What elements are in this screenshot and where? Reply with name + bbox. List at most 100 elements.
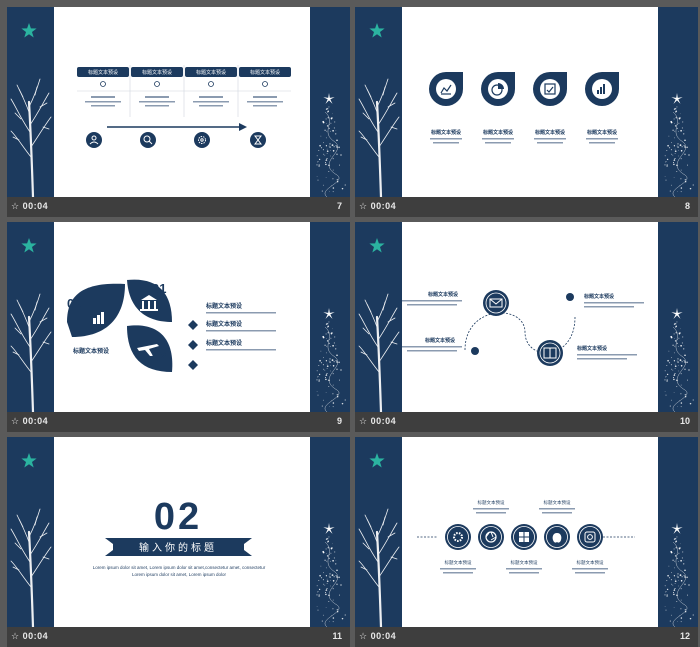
winter-tree-illustration	[10, 78, 52, 197]
timeline-label: 标题文本预设	[250, 69, 280, 76]
section-number: 02	[154, 496, 202, 538]
teal-star-logo	[369, 23, 385, 38]
item-heading: 标题文本预设	[424, 337, 456, 344]
slide-decoration	[358, 238, 694, 412]
diagram-caption: 标题文本预设	[72, 347, 109, 355]
slide-thumbnail-9[interactable]: 03 01 02 标题文本预设 标题文本预设 标题文本预设 标题文本预设	[7, 222, 350, 432]
slide-thumbnail-10[interactable]: 标题文本预设 标题文本预设 标题文本预设 标题文本预设 ☆ 00:04 10	[355, 222, 698, 432]
item-label: 标题文本预设	[586, 129, 618, 136]
teal-star-logo	[21, 23, 37, 38]
section-title: 02 输入你的标题	[105, 496, 252, 556]
slide-decoration	[358, 453, 694, 627]
left-side-panel	[7, 7, 54, 197]
section-body-text: Lorem ipsum dolor sit amet, Lorem ipsum …	[92, 565, 266, 577]
timing-indicator: ☆ 00:04	[11, 416, 48, 427]
timing-indicator: ☆ 00:04	[359, 416, 396, 427]
winter-tree-illustration	[358, 293, 400, 412]
item-heading: 标题文本预设	[445, 559, 472, 566]
item-label: 标题文本预设	[430, 129, 462, 136]
sparkle-christmas-tree	[316, 523, 346, 627]
icon-drops-diagram: 标题文本预设 标题文本预设 标题文本预设 标题文本预设	[429, 72, 619, 144]
star-icon: ☆	[359, 631, 368, 641]
slide-thumbnail-7[interactable]: 标题文本预设 标题文本预设 标题文本预设 标题文本预设	[7, 7, 350, 217]
slide-number: 7	[336, 201, 342, 211]
slide-footer: ☆ 00:04 11	[7, 627, 350, 647]
slide-number: 10	[679, 416, 690, 426]
item-label: 标题文本预设	[482, 129, 514, 136]
teal-star-logo	[21, 453, 37, 468]
winter-tree-illustration	[10, 508, 52, 627]
left-side-panel	[355, 222, 402, 412]
timing-indicator: ☆ 00:04	[359, 201, 396, 212]
item-heading: 标题文本预设	[544, 499, 571, 506]
slide-time: 00:04	[22, 416, 49, 426]
slide-decoration	[10, 453, 346, 627]
petal-number: 03	[67, 296, 81, 311]
slide-canvas: 02 输入你的标题 Lorem ipsum dolor sit amet, Lo…	[7, 437, 350, 627]
left-side-panel	[355, 7, 402, 197]
slide-canvas: 标题文本预设 标题文本预设 标题文本预设 标题文本预设	[355, 222, 698, 412]
winter-tree-illustration	[10, 293, 52, 412]
item-heading: 标题文本预设	[205, 339, 242, 347]
star-icon: ☆	[359, 416, 368, 426]
item-heading: 标题文本预设	[205, 302, 242, 310]
slide-time: 00:04	[22, 201, 49, 211]
slide-number: 8	[684, 201, 690, 211]
winter-tree-illustration	[358, 508, 400, 627]
item-heading: 标题文本预设	[583, 293, 615, 300]
left-side-panel	[7, 437, 54, 627]
slide-decoration	[10, 238, 346, 412]
slide-canvas: 标题文本预设 标题文本预设 标题文本预设 标题文本预设 标题文本预设	[355, 437, 698, 627]
slide-footer: ☆ 00:04 8	[355, 197, 698, 217]
slide-canvas: 标题文本预设 标题文本预设 标题文本预设 标题文本预设	[355, 7, 698, 197]
item-heading: 标题文本预设	[511, 559, 538, 566]
icon-row-diagram: 标题文本预设 标题文本预设 标题文本预设 标题文本预设 标题文本预设	[417, 499, 635, 574]
slide-number: 9	[336, 416, 342, 426]
s-curve-diagram: 标题文本预设 标题文本预设 标题文本预设 标题文本预设	[402, 290, 644, 366]
slide-number: 11	[332, 631, 342, 641]
section-heading: 输入你的标题	[139, 541, 217, 554]
timing-indicator: ☆ 00:04	[359, 631, 396, 642]
star-icon: ☆	[11, 201, 20, 211]
petal-number: 02	[152, 349, 166, 364]
star-icon: ☆	[11, 631, 20, 641]
slide-time: 00:04	[22, 631, 49, 641]
star-icon: ☆	[359, 201, 368, 211]
sparkle-christmas-tree	[664, 308, 694, 412]
winter-tree-illustration	[358, 78, 400, 197]
timeline-label: 标题文本预设	[196, 69, 226, 76]
slide-thumbnail-12[interactable]: 标题文本预设 标题文本预设 标题文本预设 标题文本预设 标题文本预设 ☆ 00:…	[355, 437, 698, 647]
timing-indicator: ☆ 00:04	[11, 631, 48, 642]
star-icon: ☆	[11, 416, 20, 426]
slide-thumbnail-11[interactable]: 02 输入你的标题 Lorem ipsum dolor sit amet, Lo…	[7, 437, 350, 647]
item-heading: 标题文本预设	[427, 291, 459, 298]
item-heading: 标题文本预设	[205, 320, 242, 328]
item-heading: 标题文本预设	[577, 559, 604, 566]
timeline-label: 标题文本预设	[88, 69, 118, 76]
slide-number: 12	[679, 631, 690, 641]
sparkle-christmas-tree	[316, 93, 346, 197]
slide-footer: ☆ 00:04 9	[7, 412, 350, 432]
teal-star-logo	[369, 453, 385, 468]
item-label: 标题文本预设	[534, 129, 566, 136]
sparkle-christmas-tree	[316, 308, 346, 412]
item-heading: 标题文本预设	[478, 499, 505, 506]
teal-star-logo	[369, 238, 385, 253]
slide-thumbnail-8[interactable]: 标题文本预设 标题文本预设 标题文本预设 标题文本预设 ☆ 00:04 8	[355, 7, 698, 217]
petal-diagram: 03 01 02 标题文本预设 标题文本预设 标题文本预设 标题文本预设	[67, 279, 276, 372]
left-side-panel	[355, 437, 402, 627]
slide-time: 00:04	[370, 201, 397, 211]
slide-canvas: 03 01 02 标题文本预设 标题文本预设 标题文本预设 标题文本预设	[7, 222, 350, 412]
slide-canvas: 标题文本预设 标题文本预设 标题文本预设 标题文本预设	[7, 7, 350, 197]
teal-star-logo	[21, 238, 37, 253]
left-side-panel	[7, 222, 54, 412]
slide-decoration	[10, 23, 346, 197]
slide-footer: ☆ 00:04 10	[355, 412, 698, 432]
slide-footer: ☆ 00:04 12	[355, 627, 698, 647]
timeline-label: 标题文本预设	[142, 69, 172, 76]
timing-indicator: ☆ 00:04	[11, 201, 48, 212]
sparkle-christmas-tree	[664, 523, 694, 627]
slide-decoration	[358, 23, 694, 197]
timeline-diagram: 标题文本预设 标题文本预设 标题文本预设 标题文本预设	[77, 65, 291, 148]
slide-time: 00:04	[370, 416, 397, 426]
